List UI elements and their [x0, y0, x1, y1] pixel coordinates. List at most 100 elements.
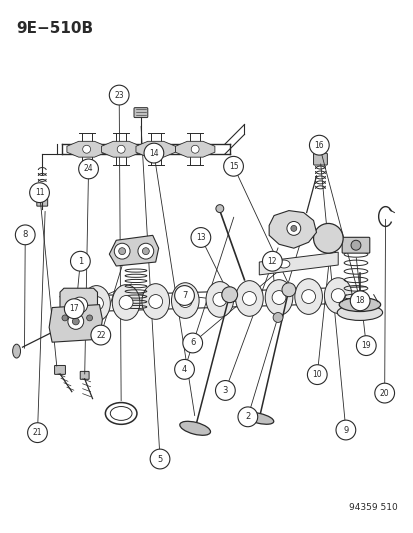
Circle shape	[307, 365, 326, 384]
Text: 3: 3	[222, 386, 228, 395]
Circle shape	[271, 290, 285, 304]
Circle shape	[109, 85, 129, 105]
Circle shape	[374, 383, 394, 403]
Circle shape	[70, 252, 90, 271]
Circle shape	[335, 420, 355, 440]
Circle shape	[191, 146, 199, 153]
Ellipse shape	[294, 279, 322, 314]
Circle shape	[262, 252, 282, 271]
Polygon shape	[49, 304, 102, 342]
Ellipse shape	[338, 297, 380, 311]
Polygon shape	[175, 141, 214, 157]
Circle shape	[91, 325, 110, 345]
Circle shape	[89, 296, 103, 310]
Circle shape	[350, 240, 360, 250]
Circle shape	[30, 183, 49, 203]
Circle shape	[242, 292, 256, 305]
Circle shape	[148, 295, 162, 309]
Circle shape	[190, 228, 210, 247]
Ellipse shape	[278, 260, 289, 268]
FancyBboxPatch shape	[134, 108, 147, 118]
Ellipse shape	[13, 344, 21, 358]
Text: 21: 21	[33, 428, 42, 437]
Circle shape	[174, 359, 194, 379]
Circle shape	[356, 336, 375, 356]
Circle shape	[301, 289, 315, 303]
Circle shape	[281, 283, 295, 297]
Circle shape	[83, 146, 90, 153]
Circle shape	[62, 315, 68, 321]
Text: 12: 12	[267, 257, 276, 266]
Circle shape	[142, 248, 149, 255]
Text: 9E−510B: 9E−510B	[17, 21, 93, 36]
Text: 16: 16	[314, 141, 323, 150]
FancyBboxPatch shape	[37, 198, 47, 206]
Polygon shape	[60, 288, 97, 322]
Text: 4: 4	[181, 365, 187, 374]
Ellipse shape	[324, 278, 351, 313]
Text: 94359 510: 94359 510	[348, 503, 396, 512]
Polygon shape	[109, 236, 158, 266]
Circle shape	[72, 318, 79, 325]
Polygon shape	[268, 211, 316, 248]
Text: 14: 14	[149, 149, 158, 158]
Circle shape	[144, 143, 164, 163]
Text: 1: 1	[78, 257, 83, 266]
Circle shape	[313, 223, 342, 253]
Ellipse shape	[83, 286, 110, 321]
Text: 13: 13	[196, 233, 205, 242]
Circle shape	[117, 146, 125, 153]
Ellipse shape	[265, 280, 292, 316]
Circle shape	[330, 289, 344, 303]
Circle shape	[68, 313, 83, 329]
Text: 10: 10	[312, 370, 321, 379]
Circle shape	[286, 222, 300, 236]
Ellipse shape	[112, 285, 140, 320]
Circle shape	[237, 407, 257, 427]
Circle shape	[215, 381, 235, 400]
Text: 18: 18	[354, 296, 364, 305]
Text: 23: 23	[114, 91, 124, 100]
Text: 2: 2	[244, 413, 250, 421]
FancyBboxPatch shape	[80, 372, 89, 379]
Text: 5: 5	[157, 455, 162, 464]
Ellipse shape	[171, 282, 199, 318]
FancyBboxPatch shape	[313, 153, 327, 165]
Circle shape	[221, 287, 237, 303]
Circle shape	[78, 159, 98, 179]
Polygon shape	[67, 141, 106, 157]
Circle shape	[152, 146, 159, 153]
Circle shape	[150, 449, 169, 469]
Text: 19: 19	[361, 341, 370, 350]
Polygon shape	[259, 252, 337, 275]
Circle shape	[119, 248, 125, 255]
Text: 20: 20	[379, 389, 389, 398]
Text: 8: 8	[22, 230, 28, 239]
Ellipse shape	[142, 284, 169, 319]
Text: 24: 24	[83, 164, 93, 173]
Text: 7: 7	[181, 291, 187, 300]
Text: 22: 22	[96, 330, 105, 340]
Circle shape	[174, 286, 194, 305]
Ellipse shape	[337, 304, 382, 320]
Circle shape	[183, 333, 202, 353]
Circle shape	[290, 225, 296, 231]
Circle shape	[309, 135, 328, 155]
Polygon shape	[101, 141, 140, 157]
Circle shape	[349, 291, 369, 311]
Ellipse shape	[179, 421, 210, 435]
Circle shape	[114, 243, 130, 259]
Text: 15: 15	[228, 162, 238, 171]
Text: 9: 9	[342, 425, 348, 434]
Ellipse shape	[206, 281, 233, 317]
Circle shape	[178, 294, 192, 308]
Circle shape	[64, 299, 84, 319]
Ellipse shape	[244, 413, 273, 424]
Circle shape	[28, 423, 47, 442]
Circle shape	[215, 205, 223, 213]
Circle shape	[15, 225, 35, 245]
Circle shape	[138, 243, 153, 259]
Circle shape	[223, 156, 243, 176]
Ellipse shape	[235, 281, 263, 316]
Text: 11: 11	[35, 188, 44, 197]
